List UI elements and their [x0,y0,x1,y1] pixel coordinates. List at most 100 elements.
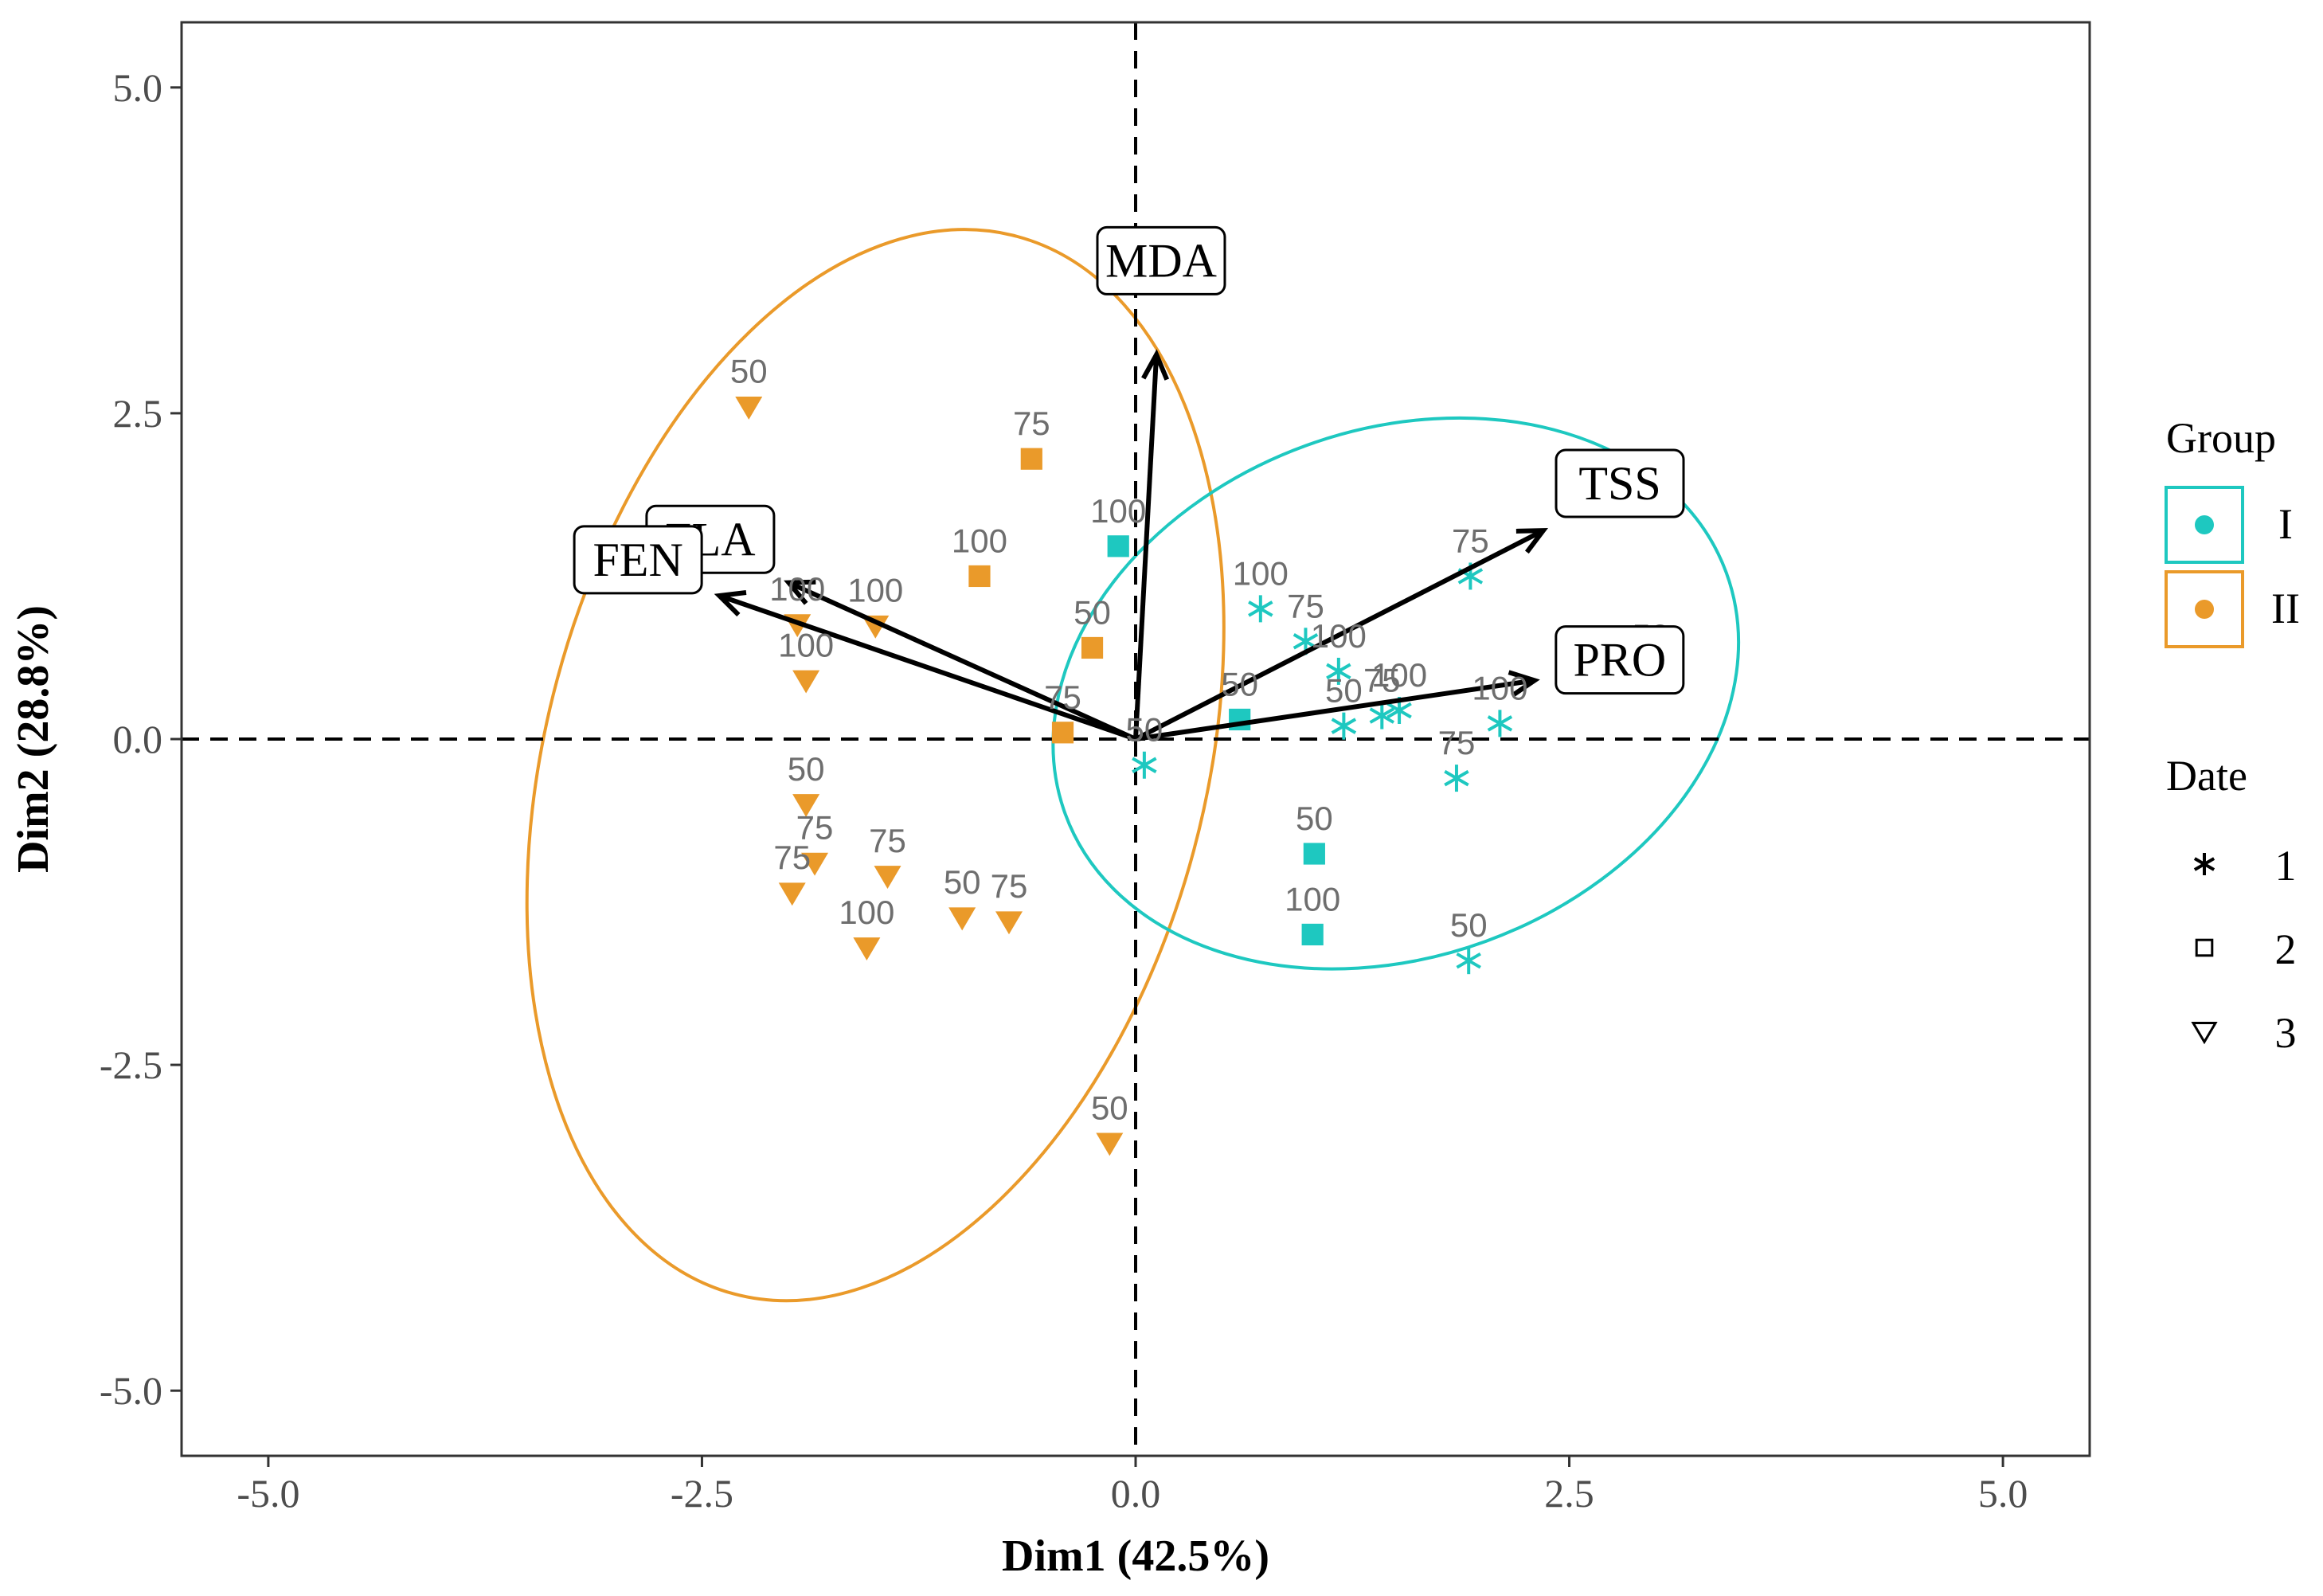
arrow-head-mda [1141,349,1170,381]
arrow-fen [718,593,1136,741]
x-tick-label-2: -2.5 [671,1471,733,1516]
point-label-12: 75 [773,839,811,876]
point-2 [1020,448,1042,470]
point-6 [792,670,820,694]
x-tick-label-5: 5.0 [1978,1471,2028,1516]
point-8 [1051,722,1074,744]
variable-box-pro [1555,625,1685,695]
y-tick-label-4: 2.5 [113,391,163,436]
legend-shape-date-3 [2191,1022,2218,1045]
point-label-25: 50 [1325,672,1363,710]
point-label-20: 50 [1296,800,1333,837]
point-3 [968,565,991,588]
point-label-15: 100 [839,894,894,931]
point-9 [792,794,820,817]
legend-shape-date-1 [2193,853,2215,875]
legend-label-II: II [2271,585,2300,632]
point-label-6: 100 [778,626,834,663]
point-label-2: 75 [1013,405,1050,442]
x-tick-label-1: -5.0 [237,1471,299,1516]
point-label-23: 75 [1287,587,1324,624]
point-label-1: 50 [730,353,768,390]
y-tick-label-5: 5.0 [113,65,163,110]
point-label-16: 50 [1091,1089,1128,1126]
y-tick-label-1: -5.0 [100,1368,162,1413]
point-20 [1303,843,1325,865]
variable-box-fen [573,525,703,595]
y-axis-title: Dim2 (28.8%) [9,605,58,873]
y-tick-label-3: 0.0 [113,717,163,761]
point-11 [874,866,901,889]
point-22 [1248,595,1273,623]
point-label-5: 100 [769,570,825,608]
point-12 [778,882,806,906]
point-label-18: 50 [1221,665,1258,702]
point-7 [1081,636,1104,659]
legend-label-I: I [2278,500,2293,548]
arrow-tss [1134,528,1545,741]
point-label-29: 75 [1438,724,1476,761]
legend-label-date-2: 2 [2275,925,2297,973]
point-19 [1132,751,1157,779]
point-label-13: 50 [944,863,981,901]
point-label-8: 75 [1044,679,1081,716]
legend-label-date-3: 3 [2275,1009,2297,1057]
point-label-26: 75 [1363,662,1401,699]
variable-label-pro: PRO [1573,634,1666,687]
legend-shape-date-2 [2195,938,2214,957]
variable-label-tss: TSS [1578,457,1660,510]
point-13 [948,907,976,931]
point-label-30: 100 [1472,669,1527,706]
point-label-19: 50 [1126,711,1163,749]
legend-title-date: Date [2166,752,2247,800]
point-label-28: 75 [1452,522,1489,559]
point-21 [1301,923,1324,946]
point-30 [1487,710,1513,737]
point-label-14: 75 [991,867,1028,905]
point-1 [735,396,763,420]
arrow-head-tss [1515,528,1549,554]
point-label-32: 50 [1450,906,1488,944]
ellipse-group-II [525,228,1226,1303]
y-tick-label-2: -2.5 [100,1042,162,1087]
point-label-27: 100 [1371,656,1427,694]
legend-key-I [2165,486,2244,564]
point-25 [1331,712,1357,740]
arrow-mda [1133,354,1160,740]
arrow-head-fen [714,590,747,617]
point-label-17: 100 [1090,492,1146,530]
point-label-24: 100 [1311,617,1367,655]
point-16 [1096,1132,1124,1156]
point-29 [1444,765,1469,792]
point-label-4: 100 [847,572,903,609]
arrow-head-pro [1508,670,1540,698]
arrow-fla [788,580,1137,741]
point-label-10: 75 [796,808,834,846]
x-axis-title: Dim1 (42.5%) [1002,1531,1269,1581]
variable-label-fen: FEN [592,534,682,586]
point-label-11: 75 [869,822,906,859]
arrow-head-fla [784,579,816,605]
variable-label-mda: MDA [1105,234,1217,287]
variable-box-tss [1555,448,1685,518]
point-14 [995,911,1023,935]
x-tick-label-3: 0.0 [1111,1471,1161,1516]
legend-dot-II [2195,600,2214,619]
point-label-22: 100 [1233,554,1289,592]
legend-label-date-1: 1 [2275,842,2297,890]
point-15 [853,937,881,960]
point-label-9: 50 [788,750,825,788]
ellipse-group-I [1051,416,1741,971]
point-24 [1326,657,1351,685]
point-label-21: 100 [1285,880,1340,917]
point-17 [1107,535,1129,557]
point-label-7: 50 [1074,593,1111,631]
point-32 [1456,947,1481,975]
point-label-3: 100 [952,522,1007,559]
variable-box-mda [1096,225,1226,295]
x-tick-label-4: 2.5 [1544,1471,1594,1516]
legend-dot-I [2195,515,2214,534]
point-26 [1369,702,1395,730]
legend-title-group: Group [2166,414,2276,462]
